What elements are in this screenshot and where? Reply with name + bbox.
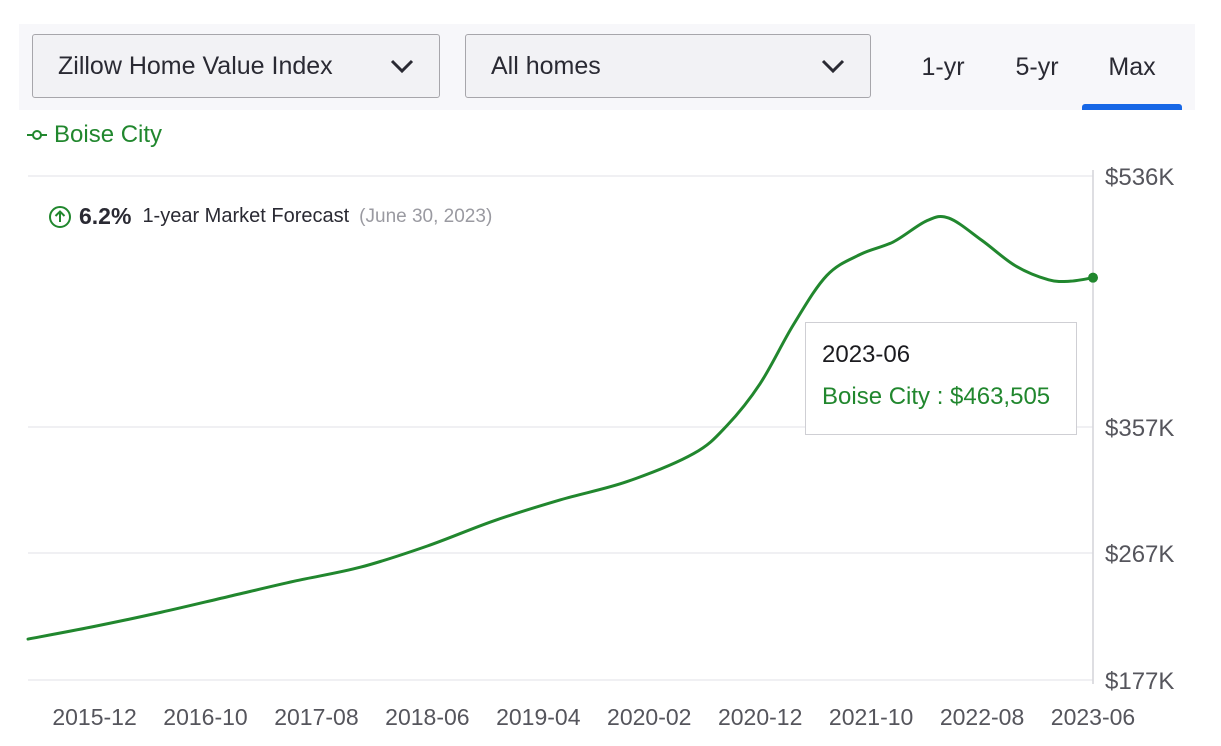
series-line-boise-city bbox=[26, 214, 1095, 641]
market-forecast: 6.2% 1-year Market Forecast (June 30, 20… bbox=[48, 203, 492, 230]
chart-legend[interactable]: Boise City bbox=[26, 121, 162, 149]
tab-1-yr[interactable]: 1-yr bbox=[921, 53, 965, 81]
x-tick-label: 2021-10 bbox=[829, 704, 913, 730]
tab-5-yr[interactable]: 5-yr bbox=[1015, 53, 1059, 81]
home-type-select[interactable]: All homes bbox=[465, 34, 871, 98]
legend-line-marker-icon bbox=[27, 130, 47, 140]
x-tick-label: 2020-02 bbox=[607, 704, 691, 730]
x-tick-label: 2022-08 bbox=[940, 704, 1024, 730]
x-tick-label: 2018-06 bbox=[385, 704, 469, 730]
metric-select-value: Zillow Home Value Index bbox=[58, 51, 333, 80]
chevron-down-icon bbox=[821, 59, 845, 74]
chevron-down-icon bbox=[390, 59, 414, 74]
x-tick-label: 2016-10 bbox=[163, 704, 247, 730]
y-tick-label: $536K bbox=[1105, 164, 1174, 191]
forecast-percent: 6.2% bbox=[79, 203, 132, 229]
tab-max[interactable]: Max bbox=[1108, 53, 1156, 81]
active-tab-indicator bbox=[1082, 104, 1182, 110]
x-tick-label: 2023-06 bbox=[1051, 704, 1135, 730]
x-tick-label: 2015-12 bbox=[52, 704, 136, 730]
last-point-marker bbox=[1088, 272, 1098, 283]
tooltip-value: Boise City : $463,505 bbox=[822, 383, 1051, 410]
home-type-select-value: All homes bbox=[491, 51, 601, 80]
legend-series-label: Boise City bbox=[54, 121, 163, 148]
y-tick-label: $267K bbox=[1105, 541, 1174, 568]
y-tick-label: $177K bbox=[1105, 668, 1174, 695]
x-tick-label: 2020-12 bbox=[718, 704, 802, 730]
metric-select[interactable]: Zillow Home Value Index bbox=[32, 34, 440, 98]
tooltip-date: 2023-06 bbox=[822, 341, 911, 368]
chart-toolbar: Zillow Home Value Index All homes 1-yr 5… bbox=[19, 24, 1195, 110]
y-tick-label: $357K bbox=[1105, 415, 1174, 442]
arrow-up-circle-icon bbox=[49, 205, 71, 228]
chart-tooltip: 2023-06 Boise City : $463,505 bbox=[805, 322, 1077, 435]
x-tick-label: 2017-08 bbox=[274, 704, 358, 730]
x-tick-label: 2019-04 bbox=[496, 704, 581, 730]
forecast-label: 1-year Market Forecast bbox=[142, 205, 350, 227]
forecast-date: (June 30, 2023) bbox=[359, 205, 493, 227]
